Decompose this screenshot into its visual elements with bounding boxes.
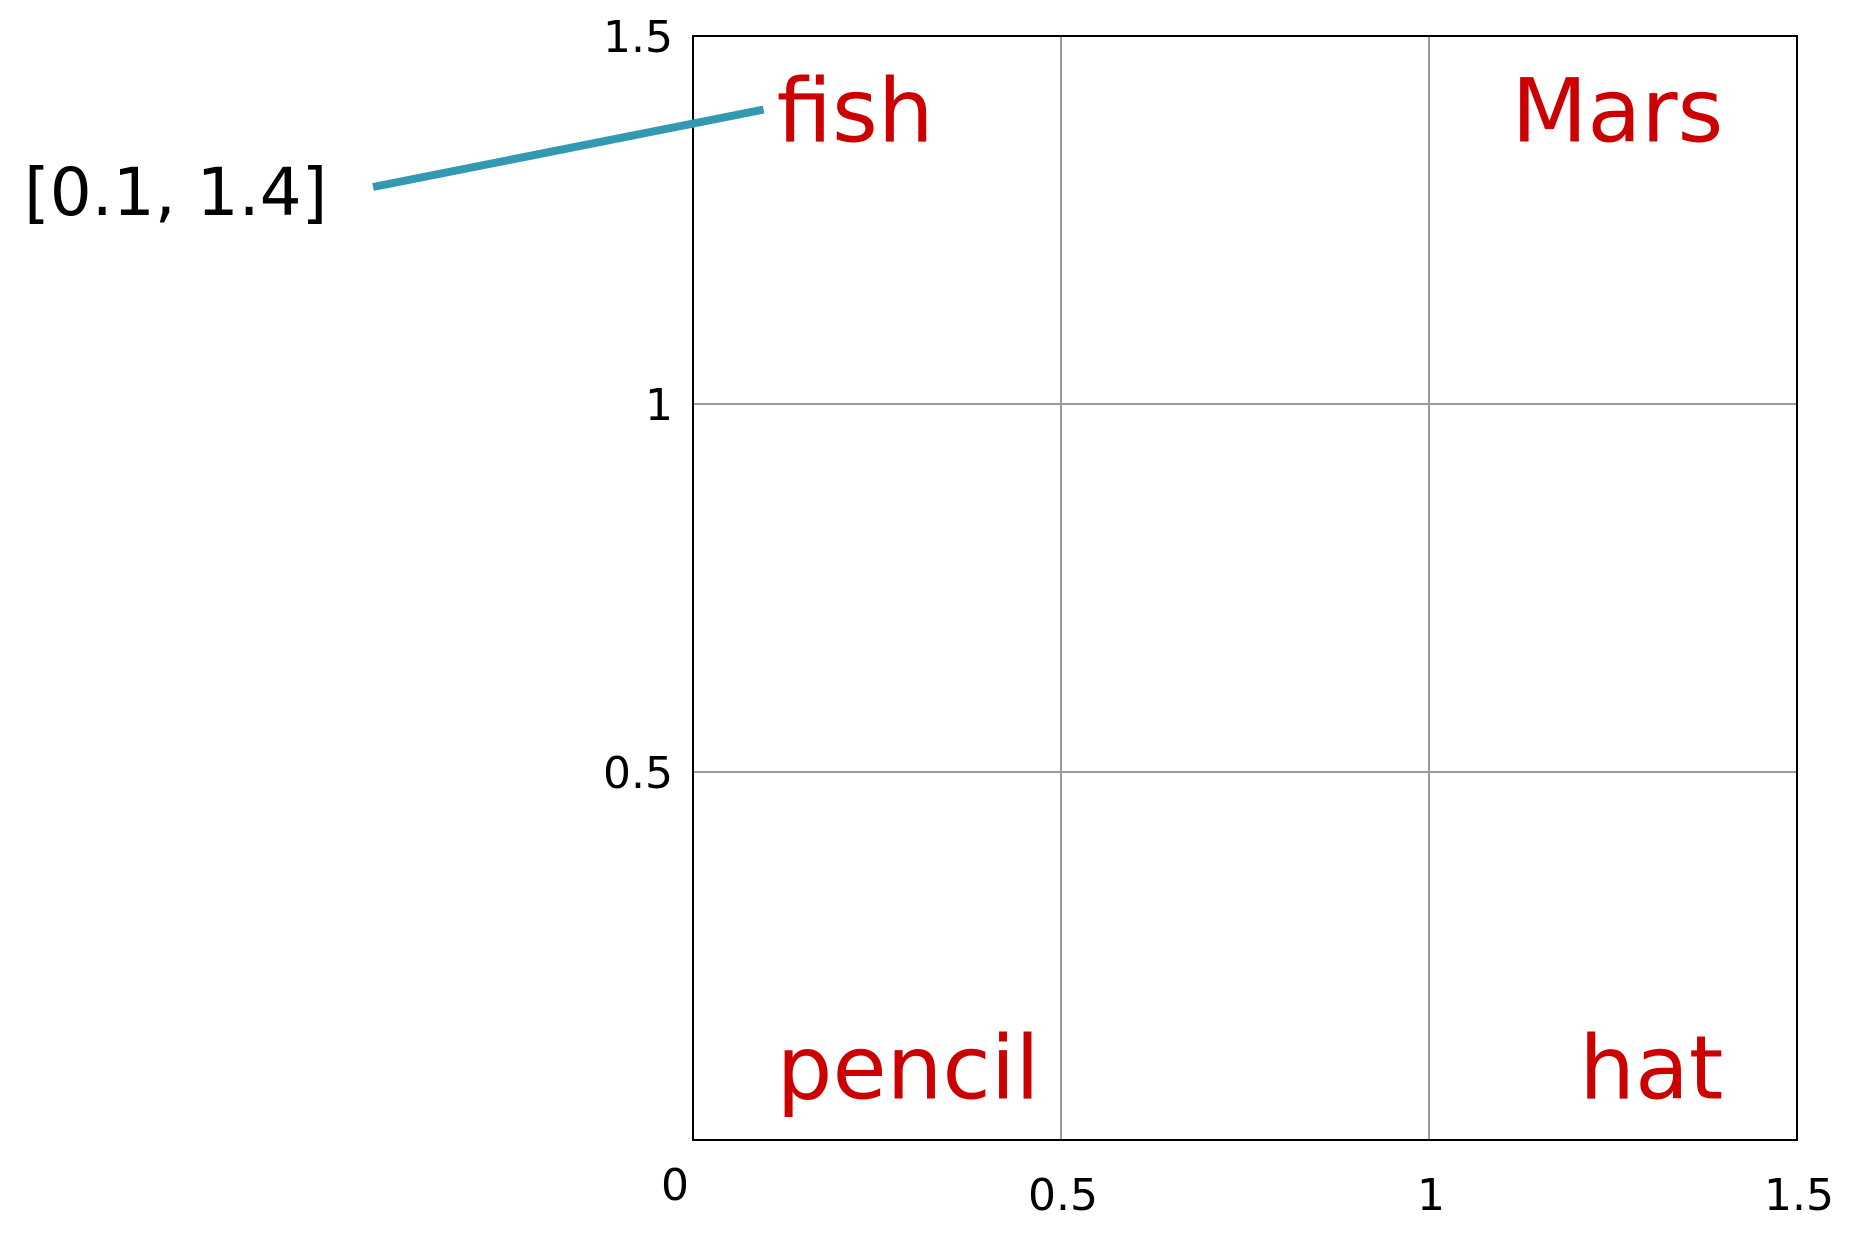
plot-frame: [692, 35, 1798, 1141]
annotation-label: [0.1, 1.4]: [24, 154, 327, 231]
annotation-leader-line: [372, 105, 765, 191]
x-tick-label: 0: [661, 1160, 689, 1211]
point-label-mars: Mars: [1512, 60, 1724, 163]
x-axis: 0 0.5 1 1.5: [661, 1160, 1834, 1221]
y-tick-label: 0.5: [603, 748, 673, 799]
point-label-pencil: pencil: [777, 1016, 1040, 1119]
y-tick-label: 1: [645, 380, 673, 431]
point-label-fish: fish: [777, 60, 934, 163]
x-tick-label: 1: [1417, 1170, 1445, 1221]
grid-lines: [693, 36, 1797, 1140]
point-label-hat: hat: [1579, 1016, 1723, 1119]
x-tick-label: 0.5: [1028, 1170, 1098, 1221]
x-tick-label: 1.5: [1764, 1170, 1834, 1221]
point-labels: fish Mars pencil hat: [777, 60, 1724, 1120]
y-axis: 0.5 1 1.5: [603, 12, 673, 799]
y-tick-label: 1.5: [603, 12, 673, 63]
annotation: [0.1, 1.4]: [24, 105, 765, 231]
